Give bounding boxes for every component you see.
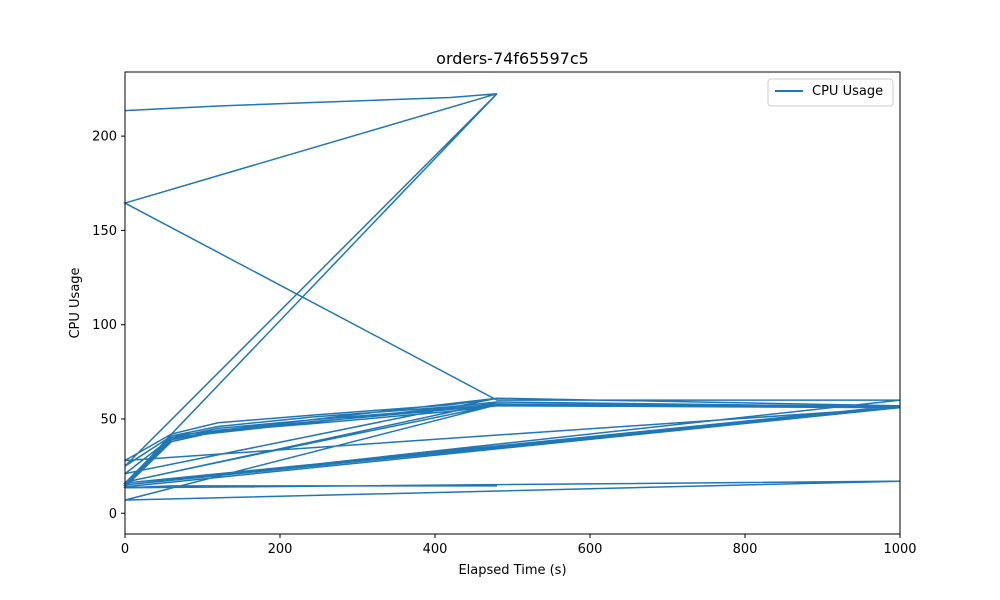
series-layer <box>122 92 901 501</box>
x-axis-label: Elapsed Time (s) <box>458 563 566 578</box>
y-tick-label: 200 <box>92 130 117 145</box>
chart-title: orders-74f65597c5 <box>436 49 589 68</box>
y-tick-label: 100 <box>92 318 117 333</box>
y-tick-label: 150 <box>92 224 117 239</box>
y-tick-label: 50 <box>100 412 117 427</box>
x-axis-ticks: 0 200 400 600 800 1000 <box>121 534 917 557</box>
legend-box <box>767 78 894 107</box>
y-axis-label: CPU Usage <box>68 267 83 338</box>
x-tick-label: 600 <box>578 542 603 557</box>
x-tick-label: 1000 <box>883 542 916 557</box>
x-tick-label: 0 <box>121 542 129 557</box>
y-tick-label: 0 <box>109 507 117 522</box>
x-tick-label: 200 <box>268 542 293 557</box>
x-tick-label: 400 <box>423 542 448 557</box>
legend-label: CPU Usage <box>812 84 883 99</box>
series-line-cpu-usage <box>122 92 901 501</box>
y-axis-ticks: 0 50 100 150 200 <box>92 130 125 522</box>
x-tick-label: 800 <box>733 542 758 557</box>
plot-area-frame <box>124 71 901 535</box>
legend: CPU Usage <box>767 78 894 107</box>
